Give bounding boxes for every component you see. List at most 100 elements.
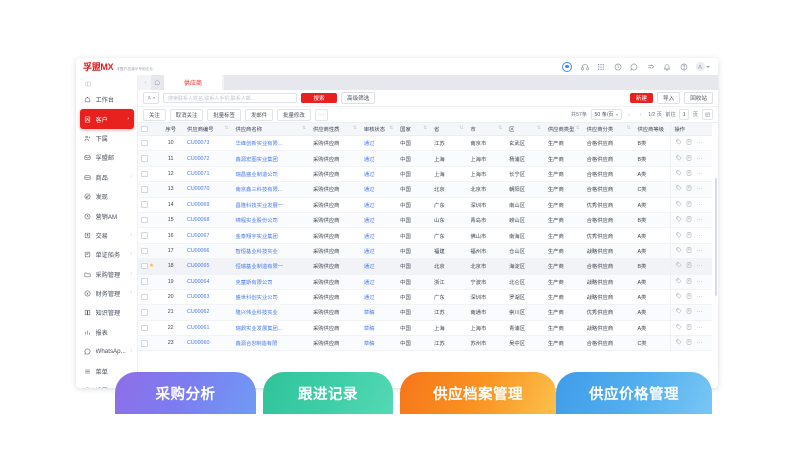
cell-name[interactable]: 瑞昌盛业制造公司 bbox=[232, 166, 310, 183]
more-actions-button[interactable]: ··· bbox=[314, 108, 328, 121]
cell-status[interactable]: 通过 bbox=[360, 181, 398, 198]
sidebar-item-whatsapp[interactable]: WhatsAp... › bbox=[76, 342, 137, 361]
prev-page-button[interactable]: ‹ bbox=[628, 111, 630, 118]
table-row[interactable]: 12 CU00071 瑞昌盛业制造公司 采购供应商 通过 中国 上海 上海市 长宁区 生产商 合格供… bbox=[138, 166, 712, 183]
goto-page-input[interactable]: 1 bbox=[679, 108, 690, 121]
send-mail-button[interactable]: 发邮件 bbox=[244, 108, 274, 121]
recycle-bin-button[interactable]: 回收站 bbox=[684, 91, 713, 105]
row-checkbox[interactable] bbox=[141, 232, 148, 239]
note-icon[interactable] bbox=[686, 308, 692, 316]
more-icon[interactable]: ··· bbox=[696, 309, 704, 316]
row-select-cell[interactable] bbox=[138, 135, 158, 152]
row-checkbox[interactable] bbox=[141, 170, 148, 178]
row-checkbox[interactable] bbox=[141, 262, 148, 270]
more-icon[interactable]: ··· bbox=[696, 217, 704, 224]
cell-status[interactable]: 通过 bbox=[360, 135, 398, 152]
table-row[interactable]: 20 CU00063 盛世科创实业公司 采购供应商 通过 中国 广东 深圳市 罗湖区 生产商 战略供… bbox=[138, 289, 712, 306]
table-row[interactable]: 11 CU00072 鑫源宏图实业集团 采购供应商 通过 中国 上海 上海市 杨浦区 生产商 合格供… bbox=[138, 150, 712, 167]
more-icon[interactable]: ··· bbox=[696, 170, 704, 177]
cell-name[interactable]: 鑫源宏图实业集团 bbox=[232, 150, 310, 167]
cell-name[interactable]: 盛世科创实业公司 bbox=[232, 289, 310, 306]
bell-icon[interactable] bbox=[663, 63, 671, 71]
note-icon[interactable] bbox=[686, 170, 692, 178]
cell-code[interactable]: CU00067 bbox=[184, 227, 233, 244]
tag-icon[interactable] bbox=[676, 262, 682, 270]
cell-status[interactable]: 通过 bbox=[360, 197, 398, 213]
sidebar-item-finance[interactable]: 财务管理 › bbox=[76, 284, 137, 303]
sidebar-item-mail[interactable]: 孚盟邮 bbox=[76, 148, 137, 167]
sidebar-item-purchase[interactable]: 采购管理 › bbox=[76, 265, 137, 284]
pill-follow-up-records[interactable]: 跟进记录 bbox=[263, 372, 393, 414]
cell-code[interactable]: CU00069 bbox=[184, 197, 233, 213]
cell-name[interactable]: 瑞鼎实业发展集团... bbox=[232, 320, 310, 337]
note-icon[interactable] bbox=[686, 293, 692, 301]
sidebar-item-document[interactable]: 单证船务 › bbox=[76, 245, 137, 264]
note-icon[interactable] bbox=[686, 201, 692, 209]
cell-status[interactable]: 草稿 bbox=[360, 335, 398, 352]
sidebar-item-customer[interactable]: 客户 › bbox=[80, 109, 134, 129]
row-checkbox[interactable] bbox=[141, 309, 148, 316]
cell-code[interactable]: CU00065 bbox=[184, 258, 233, 275]
tag-icon[interactable] bbox=[676, 185, 682, 193]
tag-icon[interactable] bbox=[676, 247, 682, 255]
more-icon[interactable]: ··· bbox=[696, 324, 704, 331]
header-country[interactable]: 国家 ⇅ bbox=[397, 123, 432, 136]
search-input[interactable]: 搜索联系人姓名,联系人手机,联系人邮... bbox=[163, 93, 297, 103]
note-icon[interactable] bbox=[686, 232, 692, 240]
page-size-select[interactable]: 50 条/页 bbox=[590, 108, 622, 121]
vertical-scrollbar[interactable] bbox=[714, 178, 717, 296]
more-icon[interactable]: ··· bbox=[696, 340, 704, 347]
more-icon[interactable]: ··· bbox=[696, 140, 704, 147]
sort-icon[interactable]: ⇅ bbox=[224, 125, 229, 130]
whatsapp-icon[interactable] bbox=[630, 63, 638, 71]
note-icon[interactable] bbox=[686, 324, 692, 332]
cell-name[interactable]: 智恒基业科技实业 bbox=[232, 243, 310, 260]
row-checkbox[interactable] bbox=[141, 293, 148, 301]
cell-name[interactable]: 锦程实业股份公司 bbox=[232, 212, 310, 229]
row-checkbox[interactable] bbox=[141, 186, 148, 193]
tag-icon[interactable] bbox=[676, 170, 682, 178]
tag-icon[interactable] bbox=[676, 232, 682, 240]
cell-code[interactable]: CU00062 bbox=[184, 304, 233, 321]
header-nature[interactable]: 供应商性质 ⇅ bbox=[309, 123, 361, 136]
cell-status[interactable]: 通过 bbox=[360, 243, 398, 260]
row-select-cell[interactable] bbox=[138, 150, 158, 167]
more-icon[interactable]: ··· bbox=[696, 232, 704, 239]
sidebar-item-trade[interactable]: 交易 › bbox=[76, 226, 137, 245]
advanced-filter-button[interactable]: 高级筛选 bbox=[341, 91, 376, 105]
tab-home[interactable] bbox=[151, 75, 164, 90]
note-icon[interactable] bbox=[686, 339, 692, 347]
favorite-star-icon[interactable]: ★ bbox=[149, 263, 155, 270]
cell-status[interactable]: 通过 bbox=[360, 212, 398, 229]
header-name[interactable]: 供应商名称 ⇅ bbox=[232, 123, 310, 136]
cell-status[interactable]: 通过 bbox=[360, 274, 398, 290]
header-province[interactable]: 省 ⇅ bbox=[431, 123, 468, 136]
table-row[interactable]: 17 CU00066 智恒基业科技实业 采购供应商 通过 中国 福建 福州市 仓山区 生产商 战略供… bbox=[138, 243, 712, 260]
table-row[interactable]: 10 CU00073 华峰创新实业有限... 采购供应商 通过 中国 江苏 南京市 玄武区 生产商… bbox=[138, 135, 712, 152]
sort-icon[interactable]: ⇅ bbox=[575, 125, 580, 130]
pill-supplier-archive[interactable]: 供应档案管理 bbox=[400, 372, 556, 414]
cell-status[interactable]: 通过 bbox=[360, 166, 398, 183]
import-button[interactable]: 导入 bbox=[657, 91, 681, 105]
row-checkbox[interactable] bbox=[141, 247, 148, 255]
help-icon[interactable] bbox=[680, 63, 688, 71]
next-page-button[interactable]: › bbox=[639, 111, 642, 118]
cell-status[interactable]: 通过 bbox=[360, 227, 398, 244]
follow-button[interactable]: 关注 bbox=[143, 108, 166, 121]
note-icon[interactable] bbox=[686, 185, 692, 193]
table-row[interactable]: ★ 18 CU00065 恒瑞基业制造有限一 采购供应商 通过 中国 北京 北京市 海淀区 生产商合… bbox=[138, 258, 712, 275]
row-select-cell[interactable] bbox=[138, 289, 158, 306]
row-checkbox[interactable] bbox=[141, 339, 148, 347]
row-checkbox[interactable] bbox=[141, 201, 148, 208]
header-status[interactable]: 审核状态 ⇅ bbox=[360, 123, 398, 136]
sort-icon[interactable]: ⇅ bbox=[498, 125, 503, 130]
header-select-all[interactable] bbox=[138, 123, 158, 136]
table-row[interactable]: 22 CU00061 瑞鼎实业发展集团... 采购供应商 草稿 中国 上海 上海市 青浦区 生产商… bbox=[138, 320, 712, 337]
sidebar-item-marketing[interactable]: 营销AM bbox=[76, 206, 137, 225]
cell-code[interactable]: CU00068 bbox=[184, 212, 233, 229]
cell-name[interactable]: 隆兴伟业科技实业 bbox=[232, 304, 310, 321]
note-icon[interactable] bbox=[686, 247, 692, 255]
tab-supplier[interactable]: 供应商 bbox=[164, 75, 222, 90]
cell-code[interactable]: CU00063 bbox=[184, 289, 233, 306]
brand-logo[interactable]: 孚盟MX 孚盟产品演示专用企业 bbox=[83, 60, 153, 73]
